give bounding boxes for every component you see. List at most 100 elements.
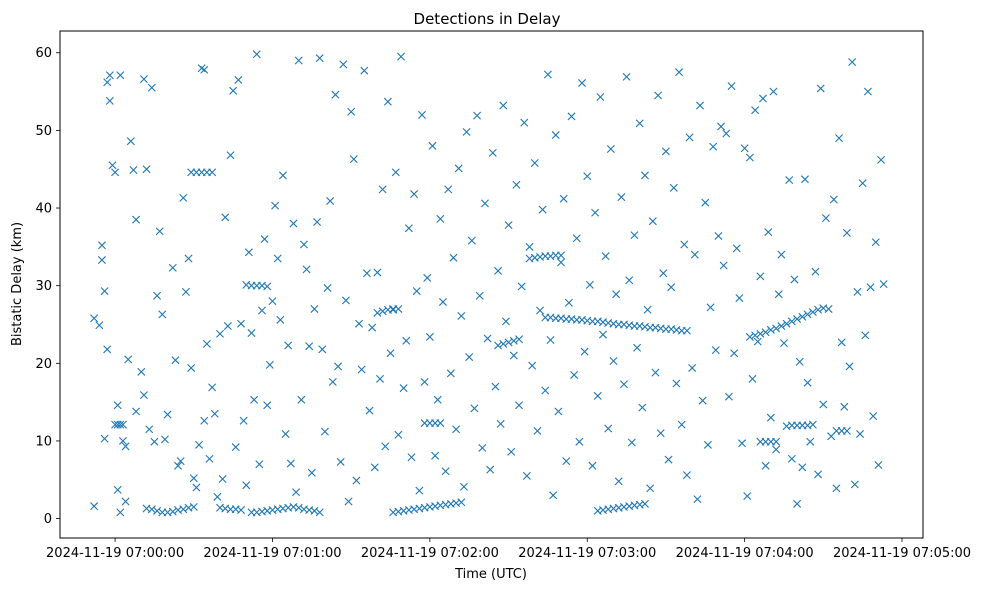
x-axis: 2024-11-19 07:00:00 2024-11-19 07:01:00 20… [46,538,971,561]
data-point [200,416,209,425]
data-point [315,508,324,517]
data-point [260,235,269,244]
data-point [677,420,686,429]
data-point [271,201,280,210]
data-point [294,56,303,65]
data-point [438,297,447,306]
data-point [779,339,788,348]
data-point [543,70,552,79]
data-point [113,485,122,494]
y-tick-label: 0 [44,512,52,527]
data-point [593,391,602,400]
data-point [651,368,660,377]
data-point [486,465,495,474]
data-point [423,273,432,282]
data-point [877,155,886,164]
data-point [536,306,545,315]
data-point [189,502,198,511]
data-point [583,172,592,181]
data-point [223,322,232,331]
data-point [221,213,230,222]
data-point [638,403,647,412]
data-point [696,101,705,110]
data-point [525,242,534,251]
data-point [365,406,374,415]
data-point [200,65,209,74]
data-point [717,122,726,131]
data-point [202,339,211,348]
data-point [153,291,162,300]
data-point [745,153,754,162]
data-point [604,424,613,433]
data-point [640,171,649,180]
data-point [124,355,133,364]
data-point [171,356,180,365]
data-point [378,185,387,194]
data-point [606,145,615,154]
data-point [745,332,754,341]
data-point [399,384,408,393]
data-point [570,370,579,379]
data-point [431,451,440,460]
data-point [591,208,600,217]
data-point [850,480,859,489]
data-point [659,269,668,278]
data-point [509,351,518,360]
data-point [145,425,154,434]
data-point [751,331,760,340]
data-point [192,483,201,492]
data-point [454,164,463,173]
data-point [315,54,324,63]
data-point [682,326,691,335]
data-point [276,315,285,324]
data-point [153,506,162,515]
data-point [132,215,141,224]
data-point [800,175,809,184]
data-point [328,377,337,386]
data-point [842,228,851,237]
data-point [751,106,760,115]
data-point [105,96,114,105]
data-point [160,435,169,444]
data-point [331,90,340,99]
data-point [821,214,830,223]
data-point [759,94,767,103]
data-point [572,234,581,243]
data-point [336,457,345,466]
data-point [218,475,227,483]
data-point [263,401,272,410]
data-point [546,336,555,345]
data-point [244,248,253,257]
data-point [761,461,770,470]
data-point [391,168,400,177]
data-point [449,253,458,262]
data-point [257,306,266,315]
data-point [181,287,190,296]
data-point [420,377,429,386]
data-point [664,455,673,464]
data-point [105,71,114,80]
data-point [803,310,812,319]
data-point [174,461,183,470]
data-point [806,437,815,446]
data-point [706,303,715,312]
data-point [394,430,403,439]
data-point [769,87,778,96]
data-point [255,460,264,469]
data-point [798,463,807,472]
data-point [866,283,875,292]
data-point [494,341,503,350]
data-point [208,168,217,177]
data-point [452,425,461,434]
data-point [407,453,416,462]
data-point [690,250,699,259]
data-point [654,91,663,100]
data-point [386,349,395,358]
data-point [116,420,125,429]
x-tick-label: 2024-11-19 07:03:00 [518,546,656,561]
data-point [557,258,566,267]
data-point [845,362,854,371]
data-point [580,347,589,356]
data-point [116,508,125,517]
